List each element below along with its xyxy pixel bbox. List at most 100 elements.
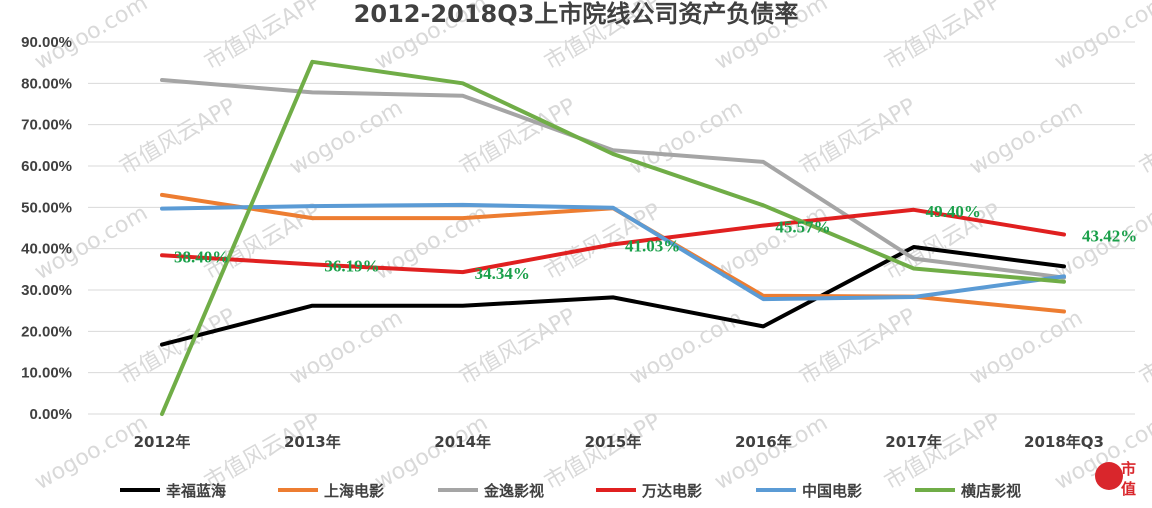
legend-label: 金逸影视 bbox=[483, 482, 544, 500]
y-tick-label: 50.00% bbox=[21, 199, 72, 216]
data-point bbox=[311, 305, 313, 307]
brand-logo: 市 值 bbox=[1095, 460, 1136, 498]
data-label: 43.42% bbox=[1082, 227, 1137, 246]
x-tick-label: 2012年 bbox=[134, 433, 191, 451]
y-tick-label: 90.00% bbox=[21, 34, 72, 51]
data-point bbox=[462, 82, 464, 84]
watermark-text: wogoo.com bbox=[966, 306, 1088, 391]
logo-text-1: 市 bbox=[1121, 460, 1136, 478]
data-point bbox=[1063, 281, 1065, 283]
legend-label: 万达电影 bbox=[641, 482, 702, 500]
y-tick-label: 10.00% bbox=[21, 365, 72, 382]
data-point bbox=[462, 305, 464, 307]
legend-label: 中国电影 bbox=[802, 482, 862, 500]
legend-label: 幸福蓝海 bbox=[166, 482, 226, 500]
data-label: 41.03% bbox=[625, 236, 680, 255]
data-label: 38.40% bbox=[174, 247, 229, 266]
data-point bbox=[913, 296, 915, 298]
watermark-text: 市值风云APP bbox=[456, 304, 581, 390]
x-tick-label: 2016年 bbox=[735, 433, 792, 451]
watermark-text: wogoo.com bbox=[31, 411, 153, 496]
watermark-text: wogoo.com bbox=[371, 411, 493, 496]
data-label: 36.19% bbox=[324, 256, 379, 275]
y-tick-label: 20.00% bbox=[21, 323, 72, 340]
watermark-text: 市值风云APP bbox=[796, 304, 921, 390]
watermark-text: 市值风云APP bbox=[796, 94, 921, 180]
data-point bbox=[612, 243, 614, 245]
data-label: 49.40% bbox=[926, 202, 981, 221]
watermark-text: wogoo.com bbox=[711, 201, 833, 286]
x-axis-ticks: 2012年 2013年 2014年 2015年 2016年 2017年 2018年Q3 bbox=[134, 433, 1104, 451]
data-point bbox=[161, 194, 163, 196]
x-tick-label: 2014年 bbox=[434, 433, 491, 451]
data-point bbox=[161, 208, 163, 210]
y-tick-label: 60.00% bbox=[21, 158, 72, 175]
watermark-text: wogoo.com bbox=[626, 96, 748, 181]
series-lines bbox=[160, 59, 1066, 416]
data-point bbox=[913, 209, 915, 211]
data-point bbox=[1063, 275, 1065, 277]
watermark-text: wogoo.com bbox=[1051, 0, 1152, 75]
y-axis-ticks: 0.00% 10.00% 20.00% 30.00% 40.00% 50.00% 60.00… bbox=[21, 34, 72, 423]
legend-label: 上海电影 bbox=[324, 482, 384, 500]
data-point bbox=[462, 217, 464, 219]
legend-label: 横店影视 bbox=[961, 482, 1021, 500]
data-point bbox=[762, 204, 764, 206]
data-point bbox=[462, 271, 464, 273]
watermark-text: wogoo.com bbox=[966, 96, 1088, 181]
data-point bbox=[612, 207, 614, 209]
x-tick-label: 2017年 bbox=[885, 433, 942, 451]
legend: 幸福蓝海 上海电影 金逸影视 万达电影 中国电影 横店影视 bbox=[120, 482, 1021, 500]
data-point bbox=[1063, 310, 1065, 312]
data-point bbox=[161, 254, 163, 256]
watermark-text: wogoo.com bbox=[286, 96, 408, 181]
gridlines bbox=[88, 41, 1135, 415]
data-label: 34.34% bbox=[475, 264, 530, 283]
watermark-text: wogoo.com bbox=[286, 306, 408, 391]
x-tick-label: 2018年Q3 bbox=[1024, 433, 1104, 451]
data-point bbox=[1063, 234, 1065, 236]
watermark-text: 市值风云APP bbox=[201, 0, 326, 75]
watermark-text: 市值风云APP bbox=[1136, 94, 1152, 180]
logo-mark-icon bbox=[1095, 462, 1123, 490]
watermark-text: 市值风云APP bbox=[1136, 304, 1152, 390]
y-tick-label: 0.00% bbox=[29, 406, 72, 423]
data-point bbox=[311, 263, 313, 265]
data-point bbox=[311, 205, 313, 207]
logo-text-2: 值 bbox=[1121, 480, 1136, 498]
data-point bbox=[762, 325, 764, 327]
watermark-text: 市值风云APP bbox=[116, 94, 241, 180]
data-point bbox=[161, 79, 163, 81]
watermark-text: 市值风云APP bbox=[881, 0, 1006, 75]
data-point bbox=[762, 225, 764, 227]
y-tick-label: 30.00% bbox=[21, 282, 72, 299]
data-point bbox=[913, 258, 915, 260]
x-tick-label: 2015年 bbox=[585, 433, 642, 451]
x-tick-label: 2013年 bbox=[284, 433, 341, 451]
data-point bbox=[1063, 265, 1065, 267]
data-point bbox=[311, 91, 313, 93]
data-point bbox=[161, 344, 163, 346]
data-labels: 38.40% 36.19% 34.34% 41.03% 45.57% 49.40% 43.4… bbox=[174, 202, 1137, 283]
data-point bbox=[311, 217, 313, 219]
data-point bbox=[762, 295, 764, 297]
y-tick-label: 80.00% bbox=[21, 75, 72, 92]
data-point bbox=[612, 149, 614, 151]
data-point bbox=[913, 246, 915, 248]
data-point bbox=[762, 161, 764, 163]
data-point bbox=[612, 296, 614, 298]
y-tick-label: 40.00% bbox=[21, 241, 72, 258]
data-label: 45.57% bbox=[775, 218, 830, 237]
y-tick-label: 70.00% bbox=[21, 117, 72, 134]
watermark-text: 市值风云APP bbox=[456, 94, 581, 180]
data-point bbox=[913, 268, 915, 270]
data-point bbox=[462, 204, 464, 206]
chart-title: 2012-2018Q3上市院线公司资产负债率 bbox=[354, 0, 799, 28]
data-point bbox=[762, 298, 764, 300]
data-point bbox=[462, 95, 464, 97]
data-point bbox=[161, 413, 163, 415]
data-point bbox=[612, 153, 614, 155]
data-point bbox=[311, 61, 313, 63]
